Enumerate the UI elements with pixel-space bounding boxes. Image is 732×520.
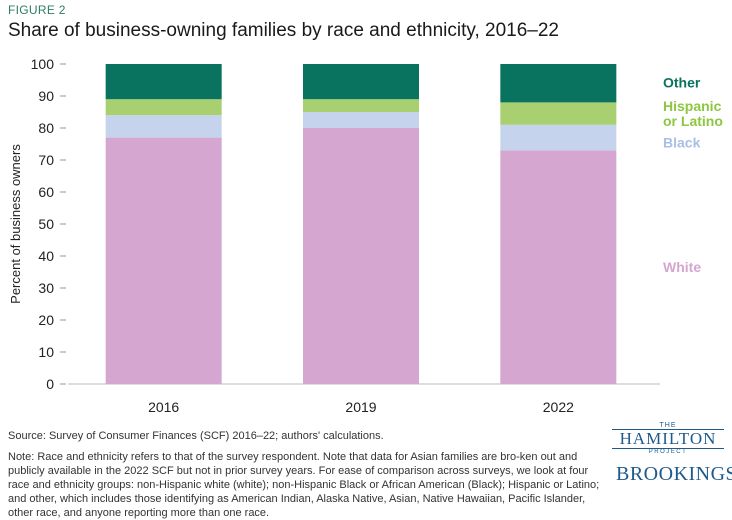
legend-label-black: Black [663,134,701,150]
bar-hispanic-or-latino-2022 [500,102,617,125]
bar-other-2016 [105,64,222,100]
y-tick-label: 90 [38,88,54,104]
x-tick-label: 2016 [148,399,179,415]
bar-white-2019 [303,128,419,384]
y-tick-label: 100 [31,56,55,72]
legend-label-hispanic-or-latino: Hispanic [663,98,722,114]
y-tick-label: 60 [38,184,54,200]
hamilton-project-logo: THE HAMILTON PROJECT [612,422,724,455]
bar-black-2016 [105,115,222,138]
y-tick-label: 80 [38,120,54,136]
y-axis-label: Percent of business owners [8,144,23,304]
x-tick-label: 2022 [543,399,574,415]
y-tick-label: 30 [38,280,54,296]
bar-black-2019 [303,112,419,128]
legend-label-other: Other [663,75,701,91]
brookings-logo: BROOKINGS [616,463,732,485]
hamilton-logo-name: HAMILTON [612,429,724,449]
bar-black-2022 [500,124,617,151]
legend-label-white: White [663,259,701,275]
y-tick-label: 70 [38,152,54,168]
y-tick-label: 40 [38,248,54,264]
hamilton-logo-project: PROJECT [648,449,688,455]
bar-white-2016 [105,137,222,384]
methodology-note: Note: Race and ethnicity refers to that … [8,451,600,519]
bar-white-2022 [500,150,617,384]
chart-title: Share of business-owning families by rac… [8,20,559,41]
bar-hispanic-or-latino-2019 [303,99,419,112]
hamilton-logo-the: THE [659,422,677,429]
bar-other-2022 [500,64,617,103]
bar-other-2019 [303,64,419,100]
y-tick-label: 0 [46,376,54,392]
y-tick-label: 20 [38,312,54,328]
bar-hispanic-or-latino-2016 [105,99,222,116]
x-tick-label: 2019 [345,399,376,415]
stacked-bar-chart: Percent of business owners 0 10 20 30 40 50 60 7… [8,56,723,415]
y-tick-label: 10 [38,344,54,360]
figure-label: FIGURE 2 [8,3,66,17]
legend-label-hispanic-or-latino: or Latino [663,113,723,129]
y-tick-label: 50 [38,216,54,232]
source-note: Source: Survey of Consumer Finances (SCF… [8,430,384,442]
